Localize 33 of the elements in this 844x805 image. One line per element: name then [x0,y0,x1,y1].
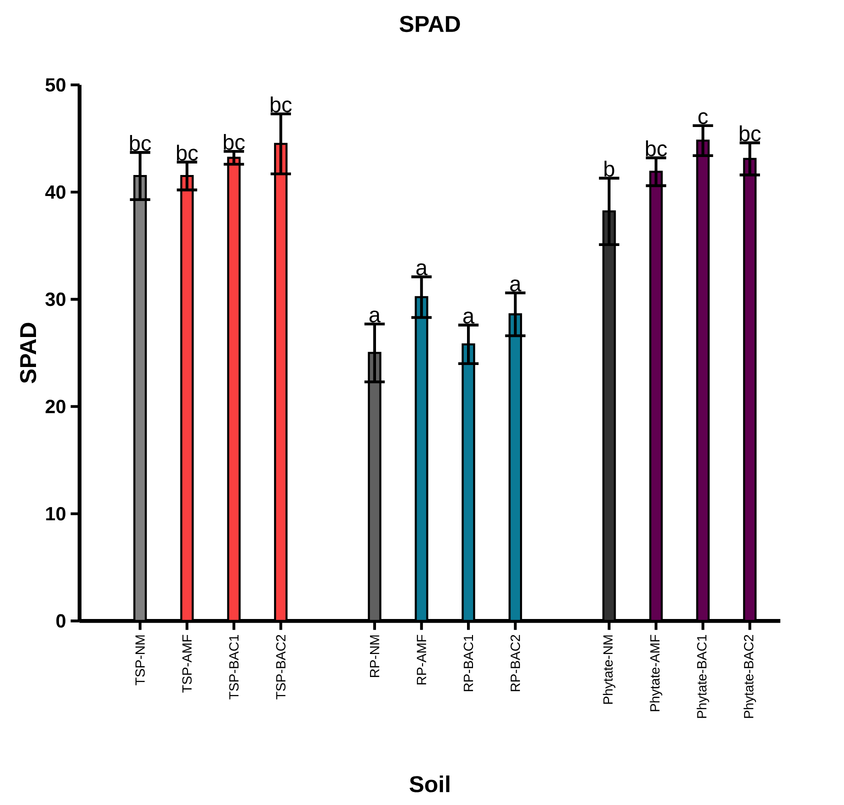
x-tick-label: TSP-BAC1 [229,634,239,700]
x-tick-label: TSP-NM [135,635,145,686]
data-label: a [510,280,522,292]
x-tick-label: RP-NM [370,635,380,677]
y-tick-label: 10 [46,506,66,520]
data-label: bc [270,96,292,112]
x-tick-label: Phytate-NM [602,635,616,704]
data-label: a [370,310,381,322]
x-tick-label: TSP-AMF [182,634,192,693]
data-label: a [416,263,428,276]
y-axis-title: SPAD [20,322,36,384]
data-label: c [698,112,708,124]
x-axis-title: Soil [410,775,450,792]
y-tick-label: 30 [45,292,66,306]
x-tick-label: RP-AMF [416,634,426,684]
y-tick-label: 20 [46,400,66,414]
y-tick-label: 0 [56,614,66,628]
x-tick-label: Phytate-BAC2 [744,635,756,718]
data-label: bc [176,144,198,161]
x-tick-label: TSP-BAC2 [276,635,286,700]
y-tick-label: 50 [46,78,66,92]
data-label: bc [130,135,151,151]
x-tick-label: Phytate-BAC1 [696,634,710,718]
x-tick-label: Phytate-AMF [650,634,662,712]
data-label: a [463,312,474,324]
y-tick-label: 40 [45,185,66,199]
x-tick-label: RP-BAC2 [510,635,520,692]
data-label: b [604,160,614,177]
data-label: bc [224,134,245,150]
chart-title: SPAD [400,16,460,32]
x-tick-label: RP-BAC1 [464,634,474,692]
data-label: bc [646,140,667,156]
data-label: bc [740,125,761,142]
